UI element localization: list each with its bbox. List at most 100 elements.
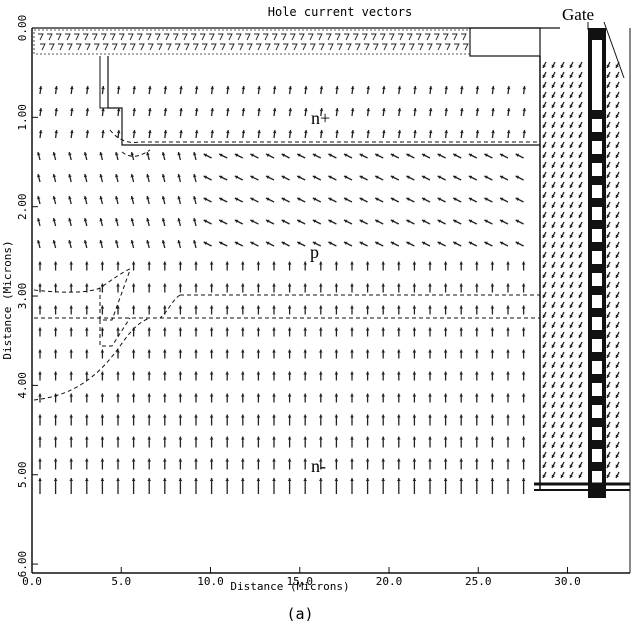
channel-current-vector (560, 331, 565, 339)
hole-current-vector (218, 197, 228, 203)
hole-current-vector (256, 349, 261, 359)
hole-current-vector (499, 241, 509, 247)
hole-current-vector (38, 85, 43, 95)
hole-current-vector (209, 327, 214, 337)
channel-current-vector (569, 181, 574, 189)
hole-current-vector (381, 305, 385, 315)
hole-current-vector (147, 327, 151, 337)
hole-current-vector (234, 219, 244, 225)
hole-current-vector (53, 371, 58, 381)
channel-current-vector (615, 261, 620, 269)
hatch-mark (281, 33, 289, 51)
hole-current-vector (412, 436, 417, 448)
hole-current-vector (296, 153, 306, 159)
hole-current-vector (421, 241, 431, 247)
hole-current-vector (350, 85, 355, 95)
hole-current-vector (296, 241, 306, 247)
hole-current-vector (53, 414, 58, 426)
channel-current-vector (606, 261, 611, 269)
channel-current-vector (551, 401, 556, 409)
hole-current-vector (36, 239, 41, 249)
channel-current-vector (569, 371, 574, 379)
hole-current-vector (475, 327, 479, 337)
channel-current-vector (578, 301, 583, 309)
hole-current-vector (303, 436, 307, 448)
hole-current-vector (515, 219, 524, 225)
hole-current-vector (335, 85, 339, 95)
channel-current-vector (606, 101, 611, 109)
hole-current-vector (52, 151, 57, 161)
hole-current-vector (287, 283, 292, 293)
hatch-mark (155, 33, 163, 51)
channel-current-vector (560, 431, 565, 439)
channel-current-vector (569, 81, 574, 89)
hole-current-vector (69, 393, 73, 403)
hole-current-vector (85, 478, 89, 494)
hole-current-vector (281, 153, 290, 159)
hole-current-vector (515, 153, 524, 159)
hole-current-vector (101, 85, 105, 95)
channel-current-vector (578, 331, 583, 339)
hole-current-vector (241, 327, 245, 337)
hole-current-vector (116, 129, 121, 139)
hole-current-vector (69, 371, 73, 381)
channel-current-vector (615, 131, 620, 139)
hole-current-vector (192, 151, 197, 161)
hole-current-vector (272, 107, 277, 117)
nplus-p-junction-line (109, 129, 540, 143)
hole-current-vector (131, 458, 136, 470)
hole-current-vector (83, 239, 88, 249)
channel-current-vector (615, 121, 620, 129)
hole-current-vector (444, 129, 449, 139)
hole-current-vector (272, 283, 276, 293)
channel-current-vector (560, 461, 565, 469)
hole-current-vector (397, 458, 401, 470)
hole-current-vector (68, 217, 72, 227)
channel-current-vector (615, 401, 620, 409)
channel-current-vector (560, 411, 565, 419)
hole-current-vector (506, 305, 510, 315)
hole-current-vector (490, 283, 495, 293)
hole-current-vector (101, 129, 105, 139)
hole-current-vector (350, 283, 354, 293)
hole-current-vector (443, 261, 448, 271)
channel-current-vector (560, 441, 565, 449)
hole-current-vector (99, 173, 104, 183)
hole-current-vector (225, 327, 229, 337)
channel-current-vector (551, 281, 556, 289)
hole-current-vector (131, 436, 136, 448)
hole-current-vector (218, 241, 228, 247)
hole-current-vector (68, 173, 72, 183)
hatch-mark (47, 33, 55, 51)
hole-current-vector (130, 173, 135, 183)
hole-current-vector (515, 197, 524, 203)
channel-current-vector (578, 371, 583, 379)
hole-current-vector (177, 195, 182, 205)
hole-current-vector (319, 129, 324, 139)
channel-current-vector (560, 121, 565, 129)
hole-current-vector (241, 85, 246, 95)
hole-current-vector (234, 197, 244, 203)
hole-current-vector (218, 219, 228, 225)
hole-current-vector (83, 151, 88, 161)
hatch-mark (227, 33, 235, 51)
hatch-mark (83, 33, 91, 51)
hole-current-vector (241, 129, 246, 139)
hole-current-vector (334, 305, 339, 315)
channel-current-vector (569, 471, 574, 479)
hole-current-vector (116, 261, 120, 271)
hole-current-vector (303, 393, 307, 403)
channel-current-vector (569, 401, 574, 409)
hole-current-vector (334, 414, 339, 426)
channel-current-vector (606, 271, 611, 279)
channel-current-vector (615, 231, 620, 239)
hole-current-vector (225, 478, 229, 494)
hole-current-vector (272, 414, 276, 426)
channel-current-vector (560, 291, 565, 299)
hole-current-vector (54, 107, 59, 117)
hole-current-vector (499, 175, 509, 181)
hole-current-vector (209, 261, 214, 271)
hole-current-vector (303, 478, 307, 494)
channel-current-vector (606, 61, 611, 69)
hole-current-vector (521, 283, 526, 293)
